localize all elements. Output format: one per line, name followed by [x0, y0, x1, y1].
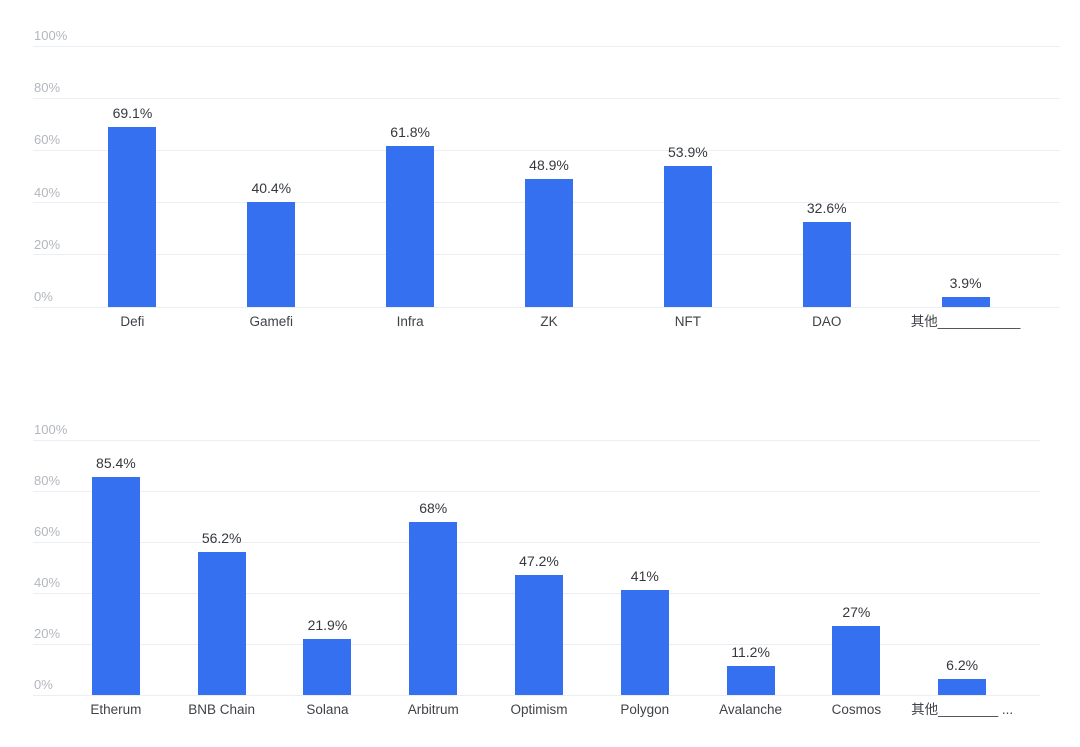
bar[interactable] — [832, 626, 881, 695]
bar-value-label: 69.1% — [112, 104, 153, 121]
bar-value-label: 48.9% — [529, 157, 569, 174]
x-axis-labels: Defi Gamefi Infra ZK NFT DAO 其他___________ — [33, 314, 1060, 330]
y-axis-tick-label: 100% — [34, 28, 68, 43]
bar[interactable] — [941, 296, 990, 307]
gridline — [33, 149, 1060, 151]
y-axis-tick-label: 80% — [34, 473, 61, 488]
bar-slot: 27% — [803, 440, 909, 695]
y-axis-tick-label: 0% — [34, 677, 53, 692]
x-axis-category-label: Arbitrum — [407, 702, 459, 717]
x-axis-category-label: Optimism — [510, 702, 568, 717]
x-axis-category-label: 其他___________ — [910, 314, 1021, 329]
x-axis-category-label: Gamefi — [249, 314, 294, 329]
bar-value-label: 56.2% — [201, 529, 242, 546]
y-axis-tick-label: 80% — [34, 80, 61, 96]
x-axis-category-label: BNB Chain — [188, 702, 256, 717]
bar-slot: 48.9% — [480, 46, 619, 307]
x-axis-category-label: Infra — [396, 314, 424, 329]
bar[interactable] — [91, 477, 140, 695]
y-axis-tick-label: 60% — [34, 132, 61, 148]
bar[interactable] — [726, 666, 775, 695]
x-axis-category-label: 其他________ ... — [911, 702, 1014, 717]
bar[interactable] — [525, 179, 573, 307]
bar[interactable] — [108, 126, 157, 307]
bar-value-label: 40.4% — [251, 179, 292, 196]
gridline — [33, 97, 1060, 99]
y-axis-tick-label: 20% — [34, 626, 61, 641]
bars-track: 85.4% 56.2% 21.9% 68% 47.2% 41% 11.2% 27% 6.2% — [33, 440, 1040, 695]
plot-area: 100% 80% 60% 40% 20% 0% 85.4% 56.2% 21.9% 68% 47.2… — [33, 423, 1040, 696]
y-axis-tick-label: 60% — [34, 524, 61, 539]
x-axis-labels: Etherum BNB Chain Solana Arbitrum Optimism Po… — [33, 702, 1040, 718]
bar-value-label: 68% — [419, 499, 448, 516]
bar-slot: 40.4% — [202, 46, 341, 307]
y-axis-tick-label: 100% — [34, 422, 68, 437]
bar-slot: 32.6% — [757, 46, 896, 307]
bar-slot: 21.9% — [275, 440, 381, 695]
bar-value-label: 85.4% — [96, 455, 136, 472]
bar[interactable] — [802, 221, 851, 307]
x-axis-category-label: Cosmos — [831, 702, 882, 717]
x-axis-category-label: Polygon — [620, 702, 670, 717]
bar-value-label: 41% — [630, 568, 659, 585]
gridline — [33, 306, 1060, 308]
bar-value-label: 11.2% — [731, 644, 770, 661]
x-axis-category-label: Solana — [306, 702, 349, 717]
bar-chart-categories: 100% 80% 60% 40% 20% 0% 69.1% 40.4% 61.8% 48.9% 53… — [33, 29, 1060, 329]
bar-slot: 47.2% — [486, 440, 592, 695]
gridline — [33, 439, 1040, 441]
bar-value-label: 47.2% — [519, 552, 559, 569]
bar[interactable] — [197, 551, 246, 695]
bar[interactable] — [938, 679, 987, 695]
x-axis-category-label: DAO — [812, 314, 842, 329]
bar-slot: 53.9% — [618, 46, 757, 307]
bar-slot: 41% — [592, 440, 698, 695]
bar-slot: 68% — [380, 440, 486, 695]
bar-value-label: 3.9% — [949, 274, 982, 291]
x-axis-category-label: NFT — [674, 314, 701, 329]
bar[interactable] — [386, 145, 435, 307]
y-axis-tick-label: 0% — [34, 289, 53, 304]
bar[interactable] — [247, 201, 296, 307]
gridline — [33, 694, 1040, 696]
bar-value-label: 32.6% — [806, 199, 847, 216]
bar-value-label: 61.8% — [390, 123, 430, 140]
bar-slot: 11.2% — [698, 440, 804, 695]
bar-slot: 56.2% — [169, 440, 275, 695]
gridline — [33, 490, 1040, 492]
bar[interactable] — [515, 574, 564, 695]
bar-slot: 3.9% — [896, 46, 1035, 307]
bar-chart-ecosystems: 100% 80% 60% 40% 20% 0% 85.4% 56.2% 21.9% 68% 47.2… — [33, 423, 1040, 717]
bar[interactable] — [620, 590, 669, 695]
bar-slot: 85.4% — [63, 440, 169, 695]
x-axis-category-label: Avalanche — [719, 702, 782, 717]
y-axis-tick-label: 20% — [34, 236, 61, 252]
gridline — [33, 45, 1060, 47]
bar-value-label: 53.9% — [668, 144, 708, 161]
bar-slot: 6.2% — [909, 440, 1015, 695]
bar-value-label: 21.9% — [307, 617, 348, 634]
bar-value-label: 6.2% — [946, 657, 979, 674]
bar[interactable] — [303, 639, 352, 695]
gridline — [33, 541, 1040, 543]
bar-value-label: 27% — [842, 604, 871, 621]
bar[interactable] — [409, 521, 458, 695]
x-axis-category-label: Defi — [120, 314, 145, 329]
bars-track: 69.1% 40.4% 61.8% 48.9% 53.9% 32.6% 3.9% — [33, 46, 1060, 307]
bar-slot: 69.1% — [63, 46, 202, 307]
y-axis-tick-label: 40% — [34, 575, 61, 590]
bar-slot: 61.8% — [341, 46, 480, 307]
x-axis-category-label: Etherum — [90, 702, 142, 717]
x-axis-category-label: ZK — [540, 314, 558, 329]
y-axis-tick-label: 40% — [34, 184, 61, 200]
plot-area: 100% 80% 60% 40% 20% 0% 69.1% 40.4% 61.8% 48.9% 53… — [33, 29, 1060, 308]
bar[interactable] — [663, 166, 712, 307]
